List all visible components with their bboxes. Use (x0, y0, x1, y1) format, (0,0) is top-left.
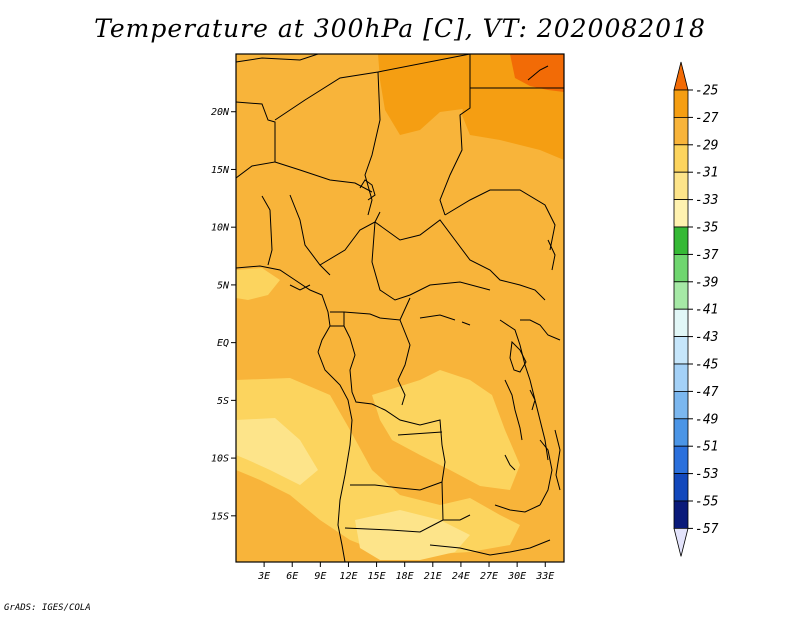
colorbar-swatch (673, 418, 689, 447)
field-region-cool (236, 378, 520, 555)
lat-tick-label: 20N (211, 107, 230, 118)
colorbar-swatch (673, 363, 689, 392)
temperature-field (236, 54, 564, 562)
colorbar-swatch (673, 308, 689, 338)
colorbar-label: -45 (695, 358, 719, 373)
colorbar-label: -53 (695, 467, 718, 482)
map-title: Temperature at 300hPa [C], VT: 202008201… (94, 14, 706, 43)
colorbar-swatch (673, 117, 689, 146)
field-region-cooler (236, 418, 318, 485)
lon-tick-label: 9E (314, 571, 326, 582)
colorbar-label: -55 (695, 495, 719, 510)
colorbar-swatch (673, 336, 689, 365)
colorbar-label: -33 (695, 193, 718, 208)
grads-credit: GrADS: IGES/COLA (4, 603, 91, 613)
colorbar-label: -47 (695, 385, 719, 400)
colorbar-swatch (673, 390, 689, 420)
lat-tick-label: 5S (217, 396, 229, 407)
lon-tick-label: 24E (452, 571, 470, 582)
colorbar-label: -35 (695, 221, 719, 236)
colorbar-label: -37 (695, 248, 719, 263)
field-region-cool (236, 268, 280, 300)
colorbar: -25 -27 -29 -31 -33 -35 -37 -39 -41 -43 -45 -47 -49 -… (673, 61, 719, 557)
colorbar-label: -31 (695, 166, 718, 181)
lon-tick-label: 30E (507, 571, 526, 582)
latitude-axis: 20N 15N 10N 5N EQ 5S 10S 15S (211, 107, 236, 522)
lon-tick-label: 3E (257, 571, 270, 582)
lon-tick-label: 15E (368, 571, 386, 582)
country-borders (236, 54, 564, 562)
longitude-axis: 3E 6E 9E 12E 15E 18E 21E 24E 27E 30E 33E (257, 562, 554, 582)
lat-tick-label: 15N (211, 165, 230, 176)
lon-tick-label: 12E (339, 571, 357, 582)
colorbar-label: -25 (695, 84, 719, 99)
colorbar-label: -39 (695, 275, 718, 290)
lat-tick-label: 10N (211, 223, 230, 234)
map-frame (235, 53, 565, 563)
lon-tick-label: 21E (424, 571, 442, 582)
colorbar-swatch (673, 281, 689, 310)
lat-tick-label: 5N (217, 280, 230, 291)
colorbar-bottom-triangle (673, 528, 689, 557)
lon-tick-label: 6E (286, 571, 298, 582)
colorbar-top-triangle (673, 61, 689, 91)
colorbar-label: -43 (695, 330, 718, 345)
field-region-cool (372, 370, 520, 490)
field-region-cooler (355, 510, 470, 560)
colorbar-swatch (673, 171, 689, 200)
colorbar-swatch (673, 473, 689, 502)
colorbar-swatch (673, 89, 689, 118)
colorbar-label: -29 (695, 138, 718, 153)
colorbar-swatch (673, 199, 689, 228)
colorbar-swatch (673, 253, 689, 283)
colorbar-swatch (673, 226, 689, 255)
lat-tick-label: 15S (211, 511, 229, 522)
field-region-warm (378, 54, 470, 135)
colorbar-label: -41 (695, 303, 718, 318)
lon-tick-label: 18E (396, 571, 414, 582)
lon-tick-label: 33E (535, 571, 554, 582)
lat-tick-label: 10S (211, 454, 229, 465)
colorbar-swatch (673, 445, 689, 475)
colorbar-swatch (673, 500, 689, 529)
colorbar-label: -57 (695, 522, 719, 537)
colorbar-label: -49 (695, 412, 718, 427)
colorbar-label: -27 (695, 111, 719, 126)
colorbar-label: -51 (695, 440, 718, 455)
lon-tick-label: 27E (480, 571, 498, 582)
lat-tick-label: EQ (217, 338, 229, 349)
colorbar-swatch (673, 144, 689, 173)
